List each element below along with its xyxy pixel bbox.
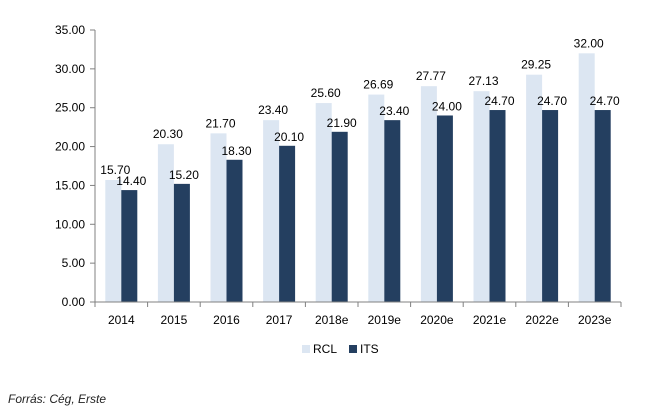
y-tick-label: 5.00	[62, 256, 86, 270]
x-axis: 2014 2015 2016 2017 2018e 2019e 2020e 2021e 2022…	[94, 301, 622, 327]
value-label-rcl-2016: 21.70	[205, 116, 235, 130]
bar-its-2018e	[331, 131, 348, 302]
x-tick-label: 2017	[266, 313, 293, 327]
x-tick-label: 2014	[108, 313, 135, 327]
value-label-rcl-2021e: 27.13	[468, 74, 498, 88]
bar-rcl-2015	[157, 144, 174, 302]
x-tick-label: 2019e	[368, 313, 402, 327]
bar-its-2019e	[384, 120, 401, 302]
source-note: Forrás: Cég, Erste	[8, 392, 107, 406]
legend-swatch-its	[349, 345, 357, 353]
y-tick-label: 15.00	[55, 178, 85, 192]
bar-its-2017	[279, 145, 296, 302]
bar-its-2016	[226, 159, 243, 302]
value-label-its-2021e: 24.70	[484, 94, 514, 108]
value-label-rcl-2020e: 27.77	[416, 69, 446, 83]
bars	[105, 53, 611, 303]
y-tick-label: 25.00	[55, 101, 85, 115]
value-label-rcl-2023e: 32.00	[574, 36, 604, 50]
bar-chart: 0.00 5.00 10.00 15.00 20.00 25.00 30.00 35.00 1…	[55, 23, 622, 356]
x-tick-label: 2022e	[525, 313, 559, 327]
y-tick-label: 30.00	[55, 62, 85, 76]
bar-rcl-2021e	[473, 91, 490, 303]
value-label-its-2016: 18.30	[221, 144, 251, 158]
x-tick-label: 2021e	[473, 313, 507, 327]
x-tick-label: 2015	[161, 313, 188, 327]
value-label-rcl-2017: 23.40	[258, 103, 288, 117]
value-label-its-2017: 20.10	[274, 130, 304, 144]
value-label-its-2020e: 24.00	[432, 99, 462, 113]
value-label-rcl-2018e: 25.60	[311, 86, 341, 100]
bar-its-2022e	[542, 110, 559, 302]
bar-its-2023e	[594, 110, 611, 302]
value-label-its-2018e: 21.90	[327, 116, 357, 130]
value-label-rcl-2019e: 26.69	[363, 78, 393, 92]
bar-its-2021e	[489, 110, 506, 302]
value-label-its-2023e: 24.70	[590, 94, 620, 108]
x-tick-label: 2020e	[420, 313, 454, 327]
bar-its-2014	[121, 190, 138, 302]
bar-rcl-2020e	[420, 86, 437, 302]
bar-rcl-2022e	[526, 74, 543, 302]
y-tick-label: 20.00	[55, 140, 85, 154]
bar-rcl-2019e	[368, 94, 385, 303]
x-tick-label: 2023e	[578, 313, 612, 327]
value-label-rcl-2022e: 29.25	[521, 58, 551, 72]
x-tick-label: 2018e	[315, 313, 349, 327]
bar-its-2015	[173, 183, 190, 302]
value-label-its-2019e: 23.40	[379, 104, 409, 118]
y-tick-label: 10.00	[55, 217, 85, 231]
bar-rcl-2016	[210, 133, 227, 302]
value-label-its-2014: 14.40	[116, 174, 146, 188]
bar-its-2020e	[436, 115, 453, 302]
x-tick-label: 2016	[213, 313, 240, 327]
y-tick-label: 35.00	[55, 23, 85, 37]
legend-swatch-rcl	[302, 345, 310, 353]
value-label-its-2015: 15.20	[169, 168, 199, 182]
legend-label-rcl: RCL	[313, 342, 337, 356]
bar-rcl-2018e	[315, 103, 332, 303]
legend: RCL ITS	[302, 342, 379, 356]
y-tick-label: 0.00	[62, 295, 86, 309]
bar-rcl-2017	[263, 120, 280, 302]
legend-label-its: ITS	[360, 342, 379, 356]
bar-rcl-2023e	[578, 53, 595, 302]
bar-rcl-2014	[105, 179, 122, 302]
value-label-rcl-2014: 15.70	[100, 163, 130, 177]
value-label-its-2022e: 24.70	[537, 94, 567, 108]
y-axis: 0.00 5.00 10.00 15.00 20.00 25.00 30.00 35.00	[55, 23, 96, 309]
value-label-rcl-2015: 20.30	[153, 127, 183, 141]
